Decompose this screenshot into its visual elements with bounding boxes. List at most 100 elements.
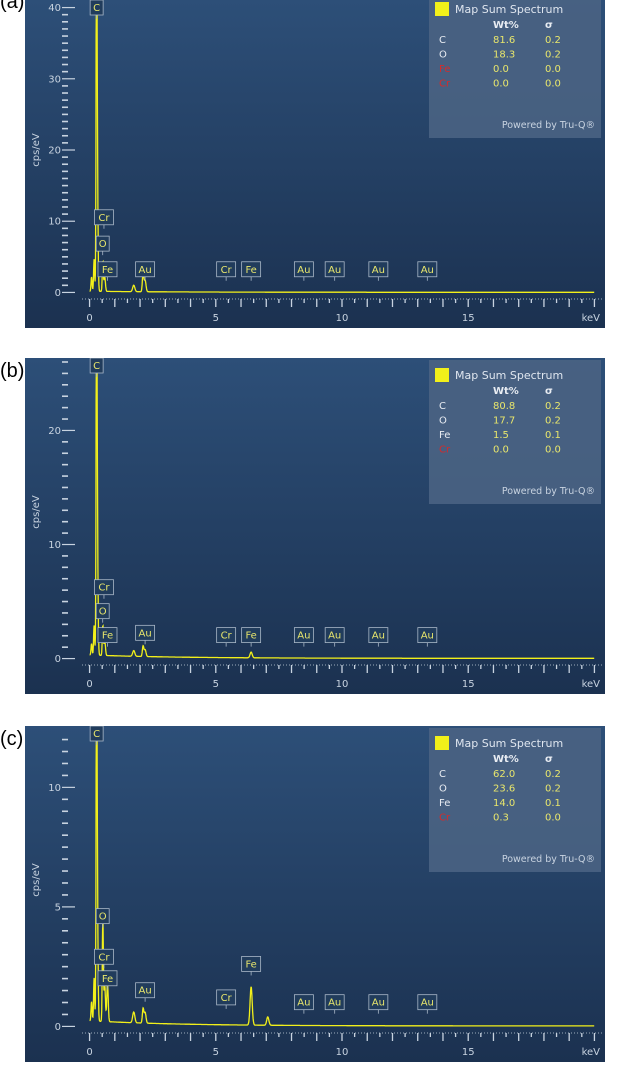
svg-text:Au: Au [372, 265, 385, 276]
peak-label-o: O [95, 908, 110, 928]
y-tick-label: 10 [48, 783, 61, 794]
legend-swatch [435, 368, 449, 382]
legend-header-wt: Wt% [493, 20, 519, 31]
legend-box: Map Sum Spectrum Wt% σ C 62.0 0.2 O 23.6 0.2 Fe 14… [429, 728, 601, 872]
legend-element-c: C [439, 35, 446, 46]
panel-label-a: (a) [0, 0, 25, 13]
spectrum-series-line [89, 726, 595, 1027]
peak-label-c: C [89, 726, 104, 745]
peak-label-fe: Fe [97, 261, 118, 281]
legend-element-c: C [439, 769, 446, 780]
svg-text:C: C [93, 361, 100, 372]
svg-text:Fe: Fe [245, 631, 256, 642]
spectrum-chart-a: 0 10 20 30 40 cps/eV 0 5 10 15 keV C Cr O Fe Au Cr Fe Au Au… [25, 0, 605, 328]
spectrum-series-line [89, 358, 595, 659]
y-tick-label: 10 [48, 540, 61, 551]
peak-label-c: C [89, 358, 104, 377]
svg-text:Au: Au [139, 628, 152, 639]
peak-label-au: Au [417, 627, 438, 647]
legend-box: Map Sum Spectrum Wt% σ C 80.8 0.2 O 17.7 0.2 Fe 1.… [429, 360, 601, 504]
legend-wt-value: 23.6 [493, 784, 515, 795]
peak-label-au: Au [135, 261, 156, 281]
x-tick-label: 15 [462, 313, 475, 324]
legend-sigma-value: 0.2 [545, 784, 561, 795]
svg-text:Cr: Cr [221, 631, 233, 642]
peak-label-fe: Fe [97, 627, 118, 647]
legend-header-wt: Wt% [493, 386, 519, 397]
legend-footer: Powered by Tru-Q® [502, 854, 595, 865]
svg-text:Cr: Cr [221, 993, 233, 1004]
legend-title: Map Sum Spectrum [455, 3, 563, 16]
svg-text:O: O [99, 912, 107, 923]
svg-text:Au: Au [139, 986, 152, 997]
x-tick-label: 0 [86, 1047, 92, 1058]
svg-text:Au: Au [297, 998, 310, 1009]
panel-label-c: (c) [0, 728, 24, 750]
x-tick-label: 5 [213, 1047, 219, 1058]
peak-label-fe: Fe [97, 970, 118, 990]
y-axis-title: cps/eV [31, 495, 42, 529]
legend-wt-value: 80.8 [493, 401, 515, 412]
legend-wt-value: 0.0 [493, 64, 509, 75]
svg-text:Au: Au [421, 998, 434, 1009]
peak-label-fe: Fe [241, 627, 262, 647]
legend-wt-value: 0.0 [493, 445, 509, 456]
legend-wt-value: 17.7 [493, 416, 515, 427]
peak-label-fe: Fe [241, 261, 262, 281]
peak-label-au: Au [324, 994, 345, 1014]
legend-element-cr: Cr [439, 445, 451, 456]
legend-element-fe: Fe [439, 798, 450, 809]
legend-wt-value: 0.0 [493, 79, 509, 90]
peak-label-o: O [95, 235, 110, 256]
svg-text:Fe: Fe [245, 959, 256, 970]
svg-text:Cr: Cr [221, 265, 233, 276]
legend-wt-value: 14.0 [493, 798, 515, 809]
svg-text:O: O [99, 239, 107, 250]
legend-sigma-value: 0.0 [545, 79, 561, 90]
y-tick-label: 20 [48, 146, 61, 157]
svg-text:Cr: Cr [98, 583, 110, 594]
x-tick-label: 5 [213, 679, 219, 690]
x-tick-label: 0 [86, 679, 92, 690]
legend-element-o: O [439, 416, 447, 427]
legend-sigma-value: 0.0 [545, 445, 561, 456]
legend-element-fe: Fe [439, 64, 450, 75]
svg-text:Au: Au [421, 265, 434, 276]
peak-label-fe: Fe [241, 956, 262, 976]
svg-text:Fe: Fe [102, 974, 113, 985]
legend-wt-value: 0.3 [493, 813, 509, 824]
legend-sigma-value: 0.1 [545, 430, 561, 441]
svg-text:C: C [93, 729, 100, 740]
x-tick-label: 10 [336, 313, 349, 324]
legend-wt-value: 81.6 [493, 35, 515, 46]
peak-label-au: Au [135, 982, 156, 1002]
peak-label-au: Au [368, 261, 389, 281]
peak-label-au: Au [324, 261, 345, 281]
svg-text:Fe: Fe [245, 265, 256, 276]
legend-element-fe: Fe [439, 430, 450, 441]
x-axis-title: keV [582, 313, 601, 324]
y-tick-label: 5 [55, 902, 61, 913]
legend-wt-value: 62.0 [493, 769, 515, 780]
legend-wt-value: 1.5 [493, 430, 509, 441]
spectrum-series-line [89, 0, 595, 293]
legend-sigma-value: 0.2 [545, 769, 561, 780]
legend-sigma-value: 0.2 [545, 401, 561, 412]
legend-header-sigma: σ [545, 20, 553, 31]
peak-label-au: Au [368, 994, 389, 1014]
peak-label-o: O [95, 603, 110, 623]
x-tick-label: 0 [86, 313, 92, 324]
svg-text:Au: Au [421, 631, 434, 642]
legend-header-sigma: σ [545, 754, 553, 765]
legend-header-wt: Wt% [493, 754, 519, 765]
peak-label-cr: Cr [216, 989, 237, 1009]
y-tick-label: 30 [48, 74, 61, 85]
legend-footer: Powered by Tru-Q® [502, 120, 595, 131]
peak-label-cr: Cr [94, 579, 114, 599]
svg-text:Au: Au [328, 265, 341, 276]
svg-text:O: O [99, 607, 107, 618]
svg-text:Fe: Fe [102, 631, 113, 642]
svg-text:Au: Au [328, 631, 341, 642]
peak-label-au: Au [324, 627, 345, 647]
